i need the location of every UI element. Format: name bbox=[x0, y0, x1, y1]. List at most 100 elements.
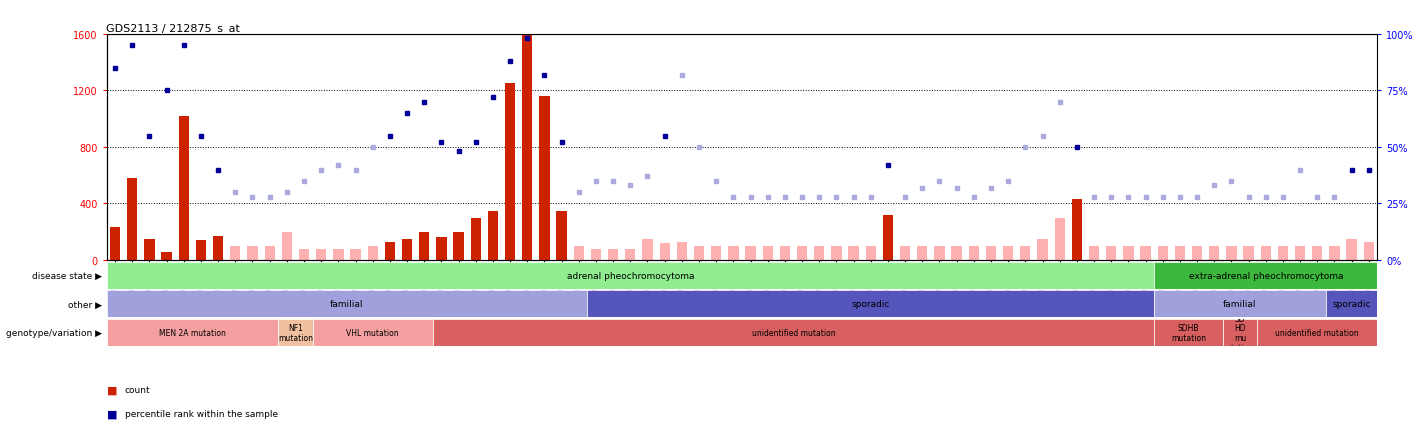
Bar bbox=[106, 319, 278, 346]
Text: disease state ▶: disease state ▶ bbox=[33, 271, 102, 280]
Bar bbox=[179, 116, 189, 260]
Bar bbox=[106, 291, 588, 318]
Bar bbox=[1154, 291, 1326, 318]
Bar bbox=[1326, 291, 1377, 318]
Bar bbox=[264, 246, 275, 260]
Bar bbox=[1106, 246, 1116, 260]
Text: ■: ■ bbox=[106, 409, 116, 418]
Bar bbox=[1346, 239, 1356, 260]
Bar bbox=[128, 178, 138, 260]
Bar bbox=[106, 262, 1154, 289]
Bar bbox=[1295, 246, 1305, 260]
Text: ■: ■ bbox=[106, 385, 116, 395]
Bar bbox=[470, 218, 481, 260]
Bar bbox=[433, 319, 1154, 346]
Bar bbox=[900, 246, 910, 260]
Bar bbox=[196, 240, 206, 260]
Bar bbox=[588, 291, 1154, 318]
Bar bbox=[711, 246, 721, 260]
Bar bbox=[506, 84, 515, 260]
Bar bbox=[848, 246, 859, 260]
Bar bbox=[351, 249, 361, 260]
Text: sporadic: sporadic bbox=[1332, 300, 1370, 309]
Bar bbox=[642, 239, 653, 260]
Bar bbox=[1223, 319, 1257, 346]
Bar bbox=[1154, 319, 1223, 346]
Text: unidentified mutation: unidentified mutation bbox=[751, 329, 835, 337]
Bar bbox=[625, 249, 636, 260]
Text: VHL mutation: VHL mutation bbox=[346, 329, 399, 337]
Bar bbox=[746, 246, 755, 260]
Bar bbox=[1072, 200, 1082, 260]
Text: SDHB
mutation: SDHB mutation bbox=[1172, 324, 1206, 342]
Bar bbox=[1140, 246, 1150, 260]
Bar bbox=[694, 246, 704, 260]
Bar bbox=[968, 246, 978, 260]
Bar bbox=[540, 97, 550, 260]
Bar bbox=[866, 246, 876, 260]
Text: genotype/variation ▶: genotype/variation ▶ bbox=[6, 329, 102, 337]
Text: familial: familial bbox=[1223, 300, 1257, 309]
Bar bbox=[1244, 246, 1254, 260]
Text: MEN 2A mutation: MEN 2A mutation bbox=[159, 329, 226, 337]
Bar bbox=[436, 238, 446, 260]
Text: adrenal pheochromocytoma: adrenal pheochromocytoma bbox=[567, 271, 694, 280]
Bar bbox=[145, 239, 155, 260]
Bar bbox=[728, 246, 738, 260]
Bar bbox=[557, 211, 567, 260]
Bar bbox=[1154, 262, 1377, 289]
Bar bbox=[1329, 246, 1339, 260]
Bar bbox=[883, 215, 893, 260]
Bar bbox=[1055, 218, 1065, 260]
Bar bbox=[419, 232, 429, 260]
Bar bbox=[917, 246, 927, 260]
Bar bbox=[488, 211, 498, 260]
Bar bbox=[1089, 246, 1099, 260]
Bar bbox=[814, 246, 825, 260]
Bar bbox=[763, 246, 772, 260]
Bar bbox=[298, 249, 310, 260]
Bar bbox=[334, 249, 344, 260]
Text: other ▶: other ▶ bbox=[68, 300, 102, 309]
Bar bbox=[453, 232, 464, 260]
Bar bbox=[213, 237, 223, 260]
Bar bbox=[1257, 319, 1377, 346]
Bar bbox=[934, 246, 944, 260]
Bar bbox=[831, 246, 842, 260]
Bar bbox=[1278, 246, 1288, 260]
Bar bbox=[985, 246, 997, 260]
Bar bbox=[278, 319, 312, 346]
Bar bbox=[1261, 246, 1271, 260]
Bar bbox=[659, 243, 670, 260]
Bar bbox=[402, 239, 412, 260]
Bar bbox=[109, 228, 121, 260]
Bar bbox=[780, 246, 790, 260]
Bar bbox=[247, 246, 257, 260]
Bar bbox=[1123, 246, 1133, 260]
Bar bbox=[317, 249, 327, 260]
Text: SD
HD
mu
tatio: SD HD mu tatio bbox=[1231, 314, 1250, 352]
Bar bbox=[1020, 246, 1031, 260]
Text: count: count bbox=[125, 385, 151, 394]
Text: NF1
mutation: NF1 mutation bbox=[278, 324, 312, 342]
Text: extra-adrenal pheochromocytoma: extra-adrenal pheochromocytoma bbox=[1189, 271, 1343, 280]
Bar bbox=[1312, 246, 1322, 260]
Bar bbox=[230, 246, 240, 260]
Bar bbox=[1003, 246, 1014, 260]
Bar bbox=[1174, 246, 1186, 260]
Text: value, Detection Call = ABSENT: value, Detection Call = ABSENT bbox=[125, 433, 268, 434]
Bar bbox=[1038, 239, 1048, 260]
Bar bbox=[312, 319, 433, 346]
Text: ■: ■ bbox=[106, 433, 116, 434]
Text: percentile rank within the sample: percentile rank within the sample bbox=[125, 409, 278, 418]
Bar bbox=[951, 246, 961, 260]
Bar bbox=[523, 35, 532, 260]
Bar bbox=[1191, 246, 1203, 260]
Bar bbox=[574, 246, 584, 260]
Bar bbox=[162, 252, 172, 260]
Bar bbox=[677, 242, 687, 260]
Bar bbox=[368, 246, 378, 260]
Text: sporadic: sporadic bbox=[852, 300, 890, 309]
Text: GDS2113 / 212875_s_at: GDS2113 / 212875_s_at bbox=[106, 23, 240, 33]
Bar bbox=[1227, 246, 1237, 260]
